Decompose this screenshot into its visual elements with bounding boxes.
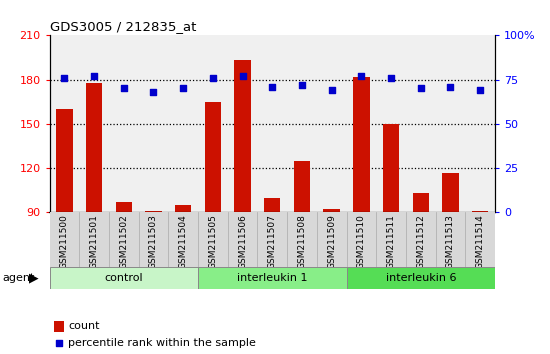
Point (60, 75, 69, 81)
Text: agent: agent (3, 273, 35, 283)
Point (416, 86, 425, 91)
Text: GSM211504: GSM211504 (179, 215, 188, 269)
Point (327, 87, 336, 93)
Bar (234, 61, 251, 212)
Text: count: count (68, 321, 100, 331)
Bar (264, 198, 280, 212)
Point (238, 73, 247, 79)
Text: GSM211506: GSM211506 (238, 215, 247, 269)
Text: GDS3005 / 212835_at: GDS3005 / 212835_at (50, 20, 196, 33)
Text: GSM211513: GSM211513 (446, 215, 455, 269)
Point (357, 73, 366, 79)
Bar (50, 212, 495, 267)
Point (476, 87, 485, 93)
Text: GSM211507: GSM211507 (268, 215, 277, 269)
Bar (116, 202, 132, 212)
Text: interleukin 6: interleukin 6 (386, 273, 456, 283)
Bar (353, 77, 370, 212)
Bar (145, 211, 162, 212)
Point (208, 75, 217, 81)
Bar (442, 172, 459, 212)
Point (298, 82, 306, 88)
Text: GSM211502: GSM211502 (119, 215, 128, 269)
Bar (323, 210, 340, 212)
Text: GSM211510: GSM211510 (357, 215, 366, 269)
Point (446, 84, 455, 90)
Bar (412, 193, 429, 212)
Bar (56, 109, 73, 212)
Point (90, 73, 98, 79)
Text: GSM211509: GSM211509 (327, 215, 336, 269)
Bar (86, 82, 102, 212)
Point (387, 75, 395, 81)
Text: GSM211514: GSM211514 (476, 215, 485, 269)
Point (268, 84, 277, 90)
Bar (383, 124, 399, 212)
Text: GSM211512: GSM211512 (416, 215, 425, 269)
Bar (50, 267, 198, 289)
Bar (346, 267, 495, 289)
Bar (54, 321, 64, 332)
Point (179, 86, 188, 91)
Point (54, 340, 63, 346)
Text: GSM211511: GSM211511 (387, 215, 395, 269)
Bar (205, 102, 221, 212)
Text: control: control (104, 273, 143, 283)
Text: GSM211505: GSM211505 (208, 215, 217, 269)
Point (149, 89, 158, 95)
Text: GSM211501: GSM211501 (90, 215, 98, 269)
Bar (472, 211, 488, 212)
Point (119, 86, 128, 91)
Text: GSM211500: GSM211500 (60, 215, 69, 269)
Bar (198, 267, 346, 289)
Bar (175, 205, 191, 212)
Text: ▶: ▶ (29, 272, 39, 284)
Text: GSM211503: GSM211503 (149, 215, 158, 269)
Bar (294, 161, 310, 212)
Text: interleukin 1: interleukin 1 (237, 273, 307, 283)
Text: GSM211508: GSM211508 (298, 215, 306, 269)
Text: percentile rank within the sample: percentile rank within the sample (68, 338, 256, 348)
